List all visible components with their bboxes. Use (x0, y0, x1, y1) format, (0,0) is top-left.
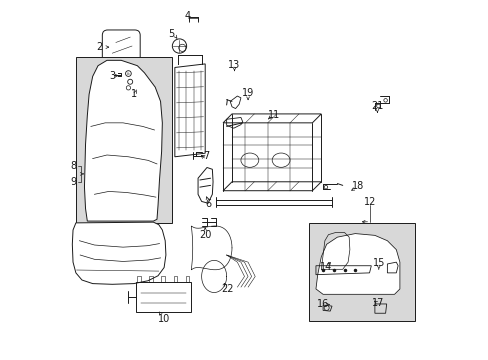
Text: 3: 3 (109, 71, 115, 81)
Text: 11: 11 (267, 110, 279, 120)
Text: 18: 18 (351, 181, 364, 192)
Text: 9: 9 (71, 177, 77, 187)
Text: 21: 21 (370, 101, 383, 111)
Text: 7: 7 (203, 151, 209, 161)
Polygon shape (315, 234, 399, 294)
Text: 19: 19 (242, 88, 254, 98)
FancyBboxPatch shape (76, 57, 172, 223)
Text: 14: 14 (319, 262, 331, 272)
Text: 10: 10 (158, 314, 170, 324)
Text: 13: 13 (228, 60, 240, 69)
Text: 16: 16 (316, 299, 328, 309)
Polygon shape (84, 60, 162, 221)
Text: 22: 22 (221, 284, 233, 294)
Text: 1: 1 (130, 89, 137, 99)
Bar (135, 282, 190, 312)
Text: 17: 17 (371, 298, 384, 308)
Polygon shape (72, 222, 165, 284)
Text: 4: 4 (184, 11, 190, 21)
Text: 15: 15 (372, 258, 384, 268)
FancyBboxPatch shape (308, 223, 414, 321)
Text: 5: 5 (168, 28, 174, 39)
Text: 12: 12 (363, 197, 376, 207)
Text: 6: 6 (204, 199, 211, 209)
Text: 20: 20 (199, 230, 211, 240)
Text: 2: 2 (97, 42, 103, 52)
Text: 8: 8 (71, 161, 77, 171)
